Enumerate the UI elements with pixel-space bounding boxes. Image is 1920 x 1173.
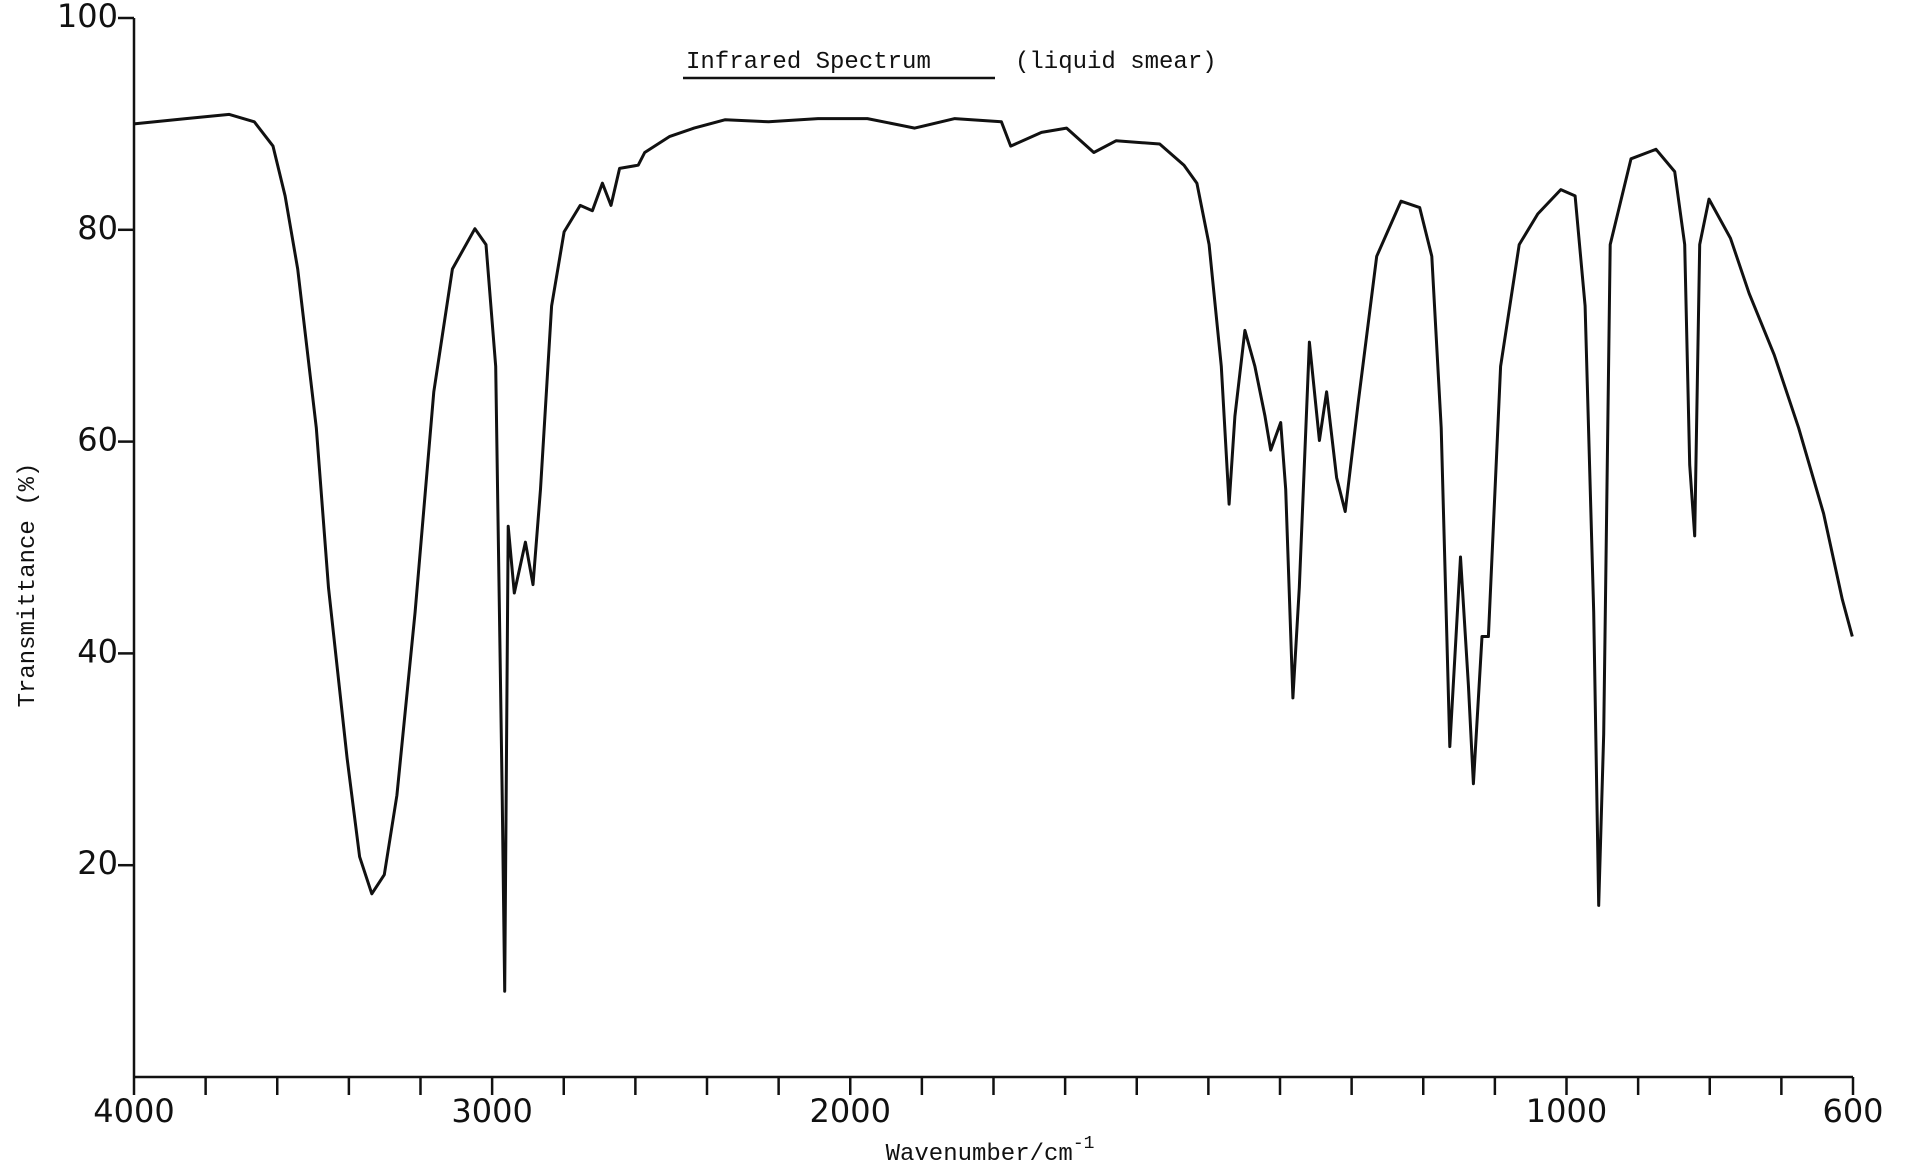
y-tick-label: 40 bbox=[77, 632, 118, 670]
x-tick-label: 600 bbox=[1822, 1092, 1883, 1130]
x-axis-label-superscript: -1 bbox=[1073, 1134, 1095, 1154]
y-axis-label: Transmittance (%) bbox=[15, 463, 42, 708]
spectrum-line bbox=[133, 112, 1854, 993]
y-tick-label: 60 bbox=[77, 421, 118, 459]
x-tick-label: 1000 bbox=[1526, 1092, 1607, 1130]
chart-title: Infrared Spectrum bbox=[686, 49, 931, 76]
x-tick-label: 2000 bbox=[810, 1092, 891, 1130]
y-tick-label: 20 bbox=[77, 844, 118, 882]
x-tick-label: 3000 bbox=[451, 1092, 532, 1130]
x-axis-label-text: Wavenumber/cm bbox=[886, 1141, 1073, 1168]
y-tick-label: 80 bbox=[77, 209, 118, 247]
x-tick-label: 4000 bbox=[93, 1092, 174, 1130]
chart-subtitle: (liquid smear) bbox=[1015, 49, 1217, 76]
x-axis-label: Wavenumber/cm-1 bbox=[886, 1134, 1095, 1168]
y-tick-label: 100 bbox=[57, 0, 118, 35]
